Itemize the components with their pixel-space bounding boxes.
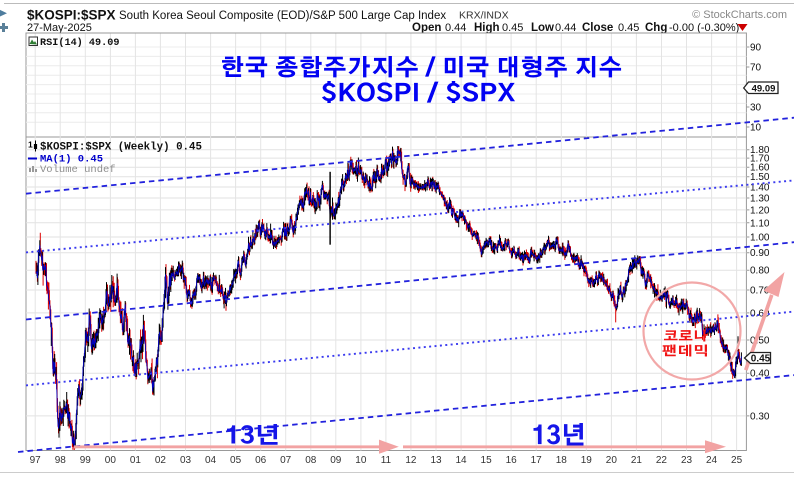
svg-text:90: 90 xyxy=(750,43,762,54)
svg-text:99: 99 xyxy=(80,455,92,466)
svg-text:1.00: 1.00 xyxy=(750,233,770,244)
svg-text:0.80: 0.80 xyxy=(750,266,770,277)
svg-text:06: 06 xyxy=(255,455,267,466)
svg-text:0.45: 0.45 xyxy=(618,22,639,34)
svg-text:0.50: 0.50 xyxy=(750,336,770,347)
svg-text:-0.00 (-0.30%): -0.00 (-0.30%) xyxy=(669,22,739,34)
svg-text:0.60: 0.60 xyxy=(750,308,770,319)
svg-text:03: 03 xyxy=(180,455,192,466)
svg-text:0.30: 0.30 xyxy=(750,411,770,422)
svg-text:1.30: 1.30 xyxy=(750,194,770,205)
svg-text:17: 17 xyxy=(531,455,543,466)
svg-text:1.60: 1.60 xyxy=(750,163,770,174)
svg-text:1.20: 1.20 xyxy=(750,205,770,216)
svg-text:20: 20 xyxy=(606,455,618,466)
svg-text:97: 97 xyxy=(30,455,42,466)
svg-text:02: 02 xyxy=(155,455,167,466)
svg-text:11: 11 xyxy=(381,455,392,466)
svg-text:14: 14 xyxy=(455,455,467,466)
svg-text:08: 08 xyxy=(305,455,317,466)
svg-text:13: 13 xyxy=(430,455,442,466)
svg-text:1.70: 1.70 xyxy=(750,154,770,165)
svg-text:18: 18 xyxy=(556,455,568,466)
svg-text:0.70: 0.70 xyxy=(750,286,770,297)
svg-text:98: 98 xyxy=(55,455,67,466)
svg-text:High: High xyxy=(474,22,500,34)
svg-text:12: 12 xyxy=(405,455,417,466)
svg-text:09: 09 xyxy=(330,455,342,466)
svg-text:0.45: 0.45 xyxy=(502,22,523,34)
svg-text:Low: Low xyxy=(531,22,554,34)
svg-text:0.44: 0.44 xyxy=(445,22,466,34)
svg-text:70: 70 xyxy=(750,63,762,74)
svg-text:0.44: 0.44 xyxy=(555,22,576,34)
svg-text:Chg: Chg xyxy=(645,22,667,34)
svg-text:0.40: 0.40 xyxy=(750,369,770,380)
svg-text:$KOSPI:$SPX (Weekly) 0.45: $KOSPI:$SPX (Weekly) 0.45 xyxy=(40,142,202,154)
svg-text:10: 10 xyxy=(750,123,762,134)
svg-text:Close: Close xyxy=(582,22,613,34)
svg-text:16: 16 xyxy=(506,455,518,466)
svg-text:0.90: 0.90 xyxy=(750,248,770,259)
svg-text:0.45: 0.45 xyxy=(751,354,771,365)
svg-text:1.40: 1.40 xyxy=(750,183,770,194)
svg-text:04: 04 xyxy=(205,455,217,466)
svg-text:South Korea Seoul Composite (E: South Korea Seoul Composite (EOD)/S&P 50… xyxy=(119,10,446,22)
svg-text:27-May-2025: 27-May-2025 xyxy=(27,22,92,34)
svg-text:1.10: 1.10 xyxy=(750,218,770,229)
svg-text:22: 22 xyxy=(656,455,668,466)
svg-text:00: 00 xyxy=(105,455,117,466)
svg-text:21: 21 xyxy=(631,455,643,466)
svg-text:RSI(14) 49.09: RSI(14) 49.09 xyxy=(40,37,119,49)
svg-text:23: 23 xyxy=(681,455,693,466)
svg-text:15: 15 xyxy=(481,455,493,466)
svg-text:$KOSPI:$SPX: $KOSPI:$SPX xyxy=(27,8,116,23)
svg-text:10: 10 xyxy=(355,455,367,466)
svg-text:Open: Open xyxy=(412,22,441,34)
svg-text:KRX/INDX: KRX/INDX xyxy=(459,10,509,22)
svg-text:1.50: 1.50 xyxy=(750,172,770,183)
svg-text:19: 19 xyxy=(581,455,593,466)
svg-text:07: 07 xyxy=(280,455,292,466)
svg-text:24: 24 xyxy=(706,455,718,466)
svg-text:01: 01 xyxy=(130,455,142,466)
svg-text:1: 1 xyxy=(28,140,33,150)
svg-text:MA(1) 0.45: MA(1) 0.45 xyxy=(40,154,103,166)
svg-text:1.80: 1.80 xyxy=(750,145,770,156)
svg-text:05: 05 xyxy=(230,455,242,466)
svg-text:Volume undef: Volume undef xyxy=(40,164,116,176)
svg-text:© StockCharts.com: © StockCharts.com xyxy=(692,9,787,21)
svg-text:30: 30 xyxy=(750,103,762,114)
svg-text:49.09: 49.09 xyxy=(752,84,776,95)
svg-text:25: 25 xyxy=(731,455,743,466)
